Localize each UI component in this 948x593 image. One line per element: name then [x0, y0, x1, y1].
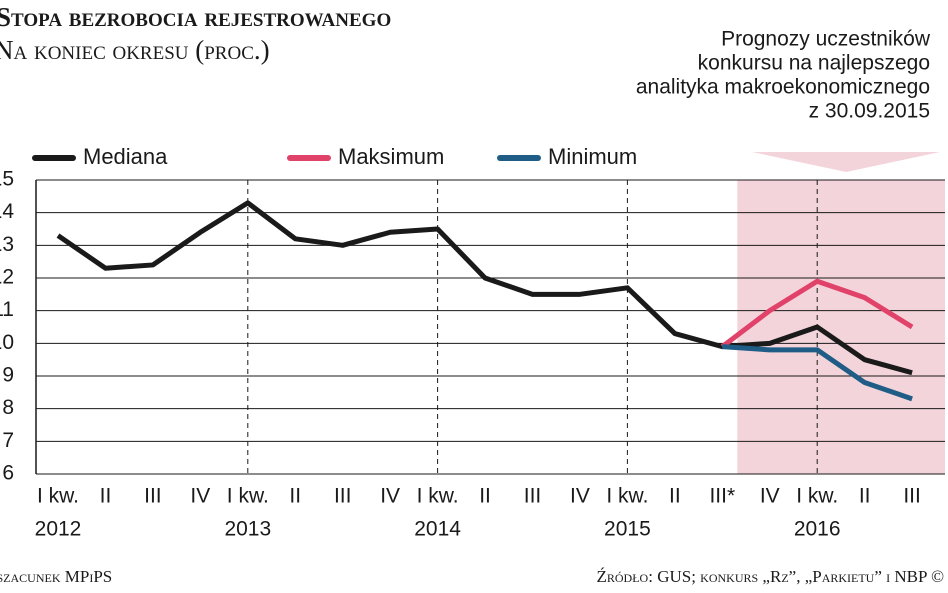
- x-tick-label: I kw.: [227, 485, 269, 508]
- x-tick-label: II: [859, 485, 871, 508]
- x-tick-label: I kw.: [606, 485, 648, 508]
- x-tick-label: IV: [760, 485, 780, 508]
- series-line: [722, 344, 913, 402]
- y-tick-label: 6: [2, 462, 14, 485]
- forecast-area: [737, 180, 945, 474]
- series-line: [56, 200, 913, 376]
- year-label: 2012: [35, 518, 82, 541]
- x-tick-label: IV: [380, 485, 400, 508]
- x-tick-label: IV: [190, 485, 210, 508]
- year-label: 2016: [794, 518, 841, 541]
- year-label: 2015: [604, 518, 651, 541]
- y-tick-label: 8: [2, 396, 14, 419]
- x-tick-label: II: [289, 485, 301, 508]
- source: Źródło: GUS; konkurs „Rz”, „Parkietu” i …: [597, 567, 945, 586]
- legend-label: Mediana: [83, 144, 168, 169]
- x-tick-label: II: [669, 485, 681, 508]
- annotation: z 30.09.2015: [809, 100, 930, 123]
- y-tick-label: 10: [0, 331, 14, 354]
- x-tick-label: I kw.: [417, 485, 459, 508]
- y-tick-label: 15: [0, 168, 14, 191]
- x-tick-label: III: [334, 485, 352, 508]
- legend-label: Minimum: [548, 144, 637, 169]
- y-tick-label: 7: [2, 429, 14, 452]
- y-tick-label: 9: [2, 364, 14, 387]
- annotation: Prognozy uczestników: [721, 28, 931, 51]
- x-tick-label: III: [903, 485, 921, 508]
- chart-title: Stopa bezrobocia rejestrowanego: [0, 2, 391, 32]
- footnote: *szacunek MPiPS: [0, 567, 112, 586]
- annotation: analityka makroekonomicznego: [636, 76, 930, 99]
- legend-label: Maksimum: [338, 144, 444, 169]
- annotation: konkursu na najlepszego: [698, 52, 930, 75]
- y-tick-label: 13: [0, 233, 14, 256]
- x-tick-label: II: [479, 485, 491, 508]
- x-tick-label: IV: [570, 485, 590, 508]
- x-tick-label: II: [100, 485, 112, 508]
- x-tick-label: I kw.: [796, 485, 838, 508]
- x-tick-label: III: [144, 485, 162, 508]
- chart-subtitle: Na koniec okresu (proc.): [0, 35, 270, 65]
- year-label: 2013: [224, 518, 271, 541]
- series-line: [720, 278, 914, 349]
- y-tick-label: 11: [0, 298, 14, 321]
- x-tick-label: III: [524, 485, 542, 508]
- y-tick-label: 14: [0, 200, 14, 223]
- year-label: 2014: [414, 518, 461, 541]
- forecast-arrow: [752, 152, 940, 172]
- x-tick-label: I kw.: [37, 485, 79, 508]
- x-tick-label: III*: [709, 485, 735, 508]
- y-tick-label: 12: [0, 266, 14, 289]
